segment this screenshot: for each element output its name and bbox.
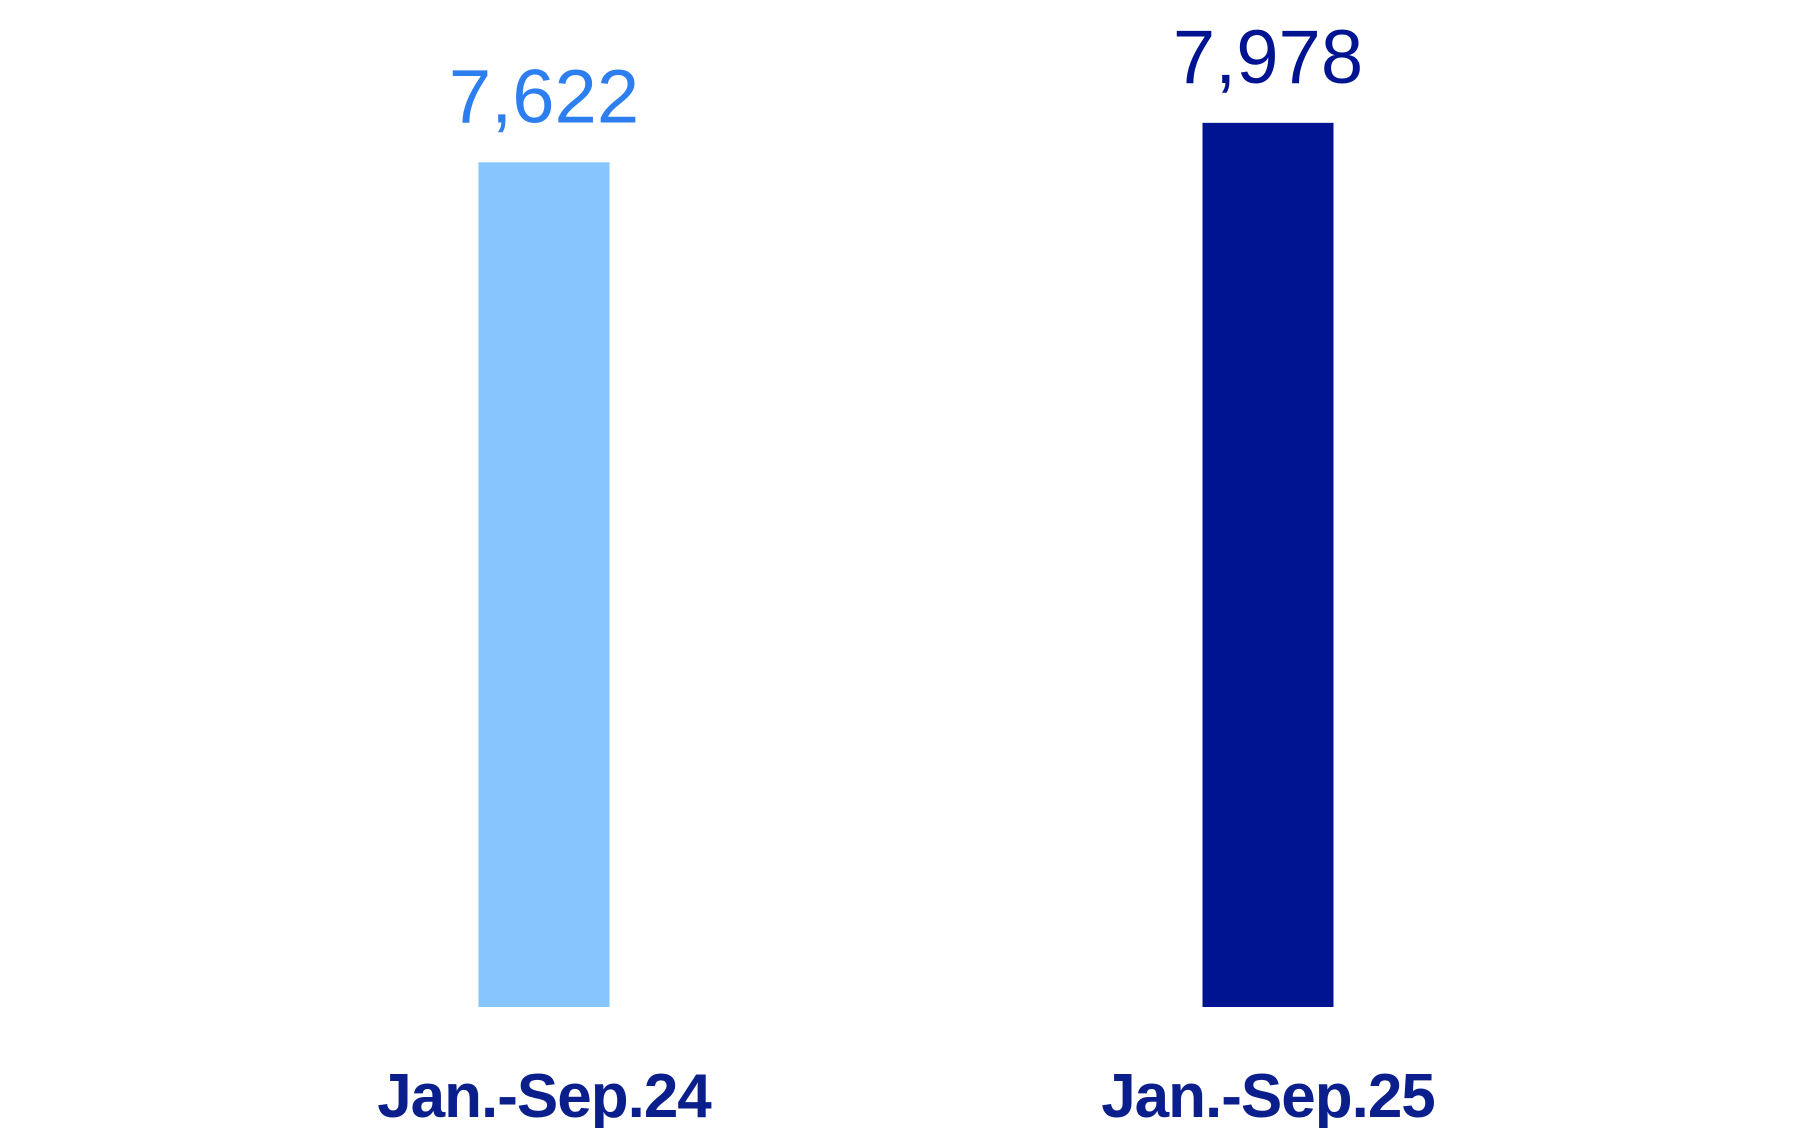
category-label-jan-sep-24: Jan.-Sep.24 — [377, 1062, 712, 1128]
value-labels-group: 7,622 7,978 — [449, 15, 1363, 139]
bar-jan-sep-24 — [478, 162, 610, 1008]
bars-group — [478, 122, 1334, 1008]
value-label-jan-sep-24: 7,622 — [449, 54, 639, 139]
category-labels-group: Jan.-Sep.24 Jan.-Sep.25 — [377, 1062, 1436, 1128]
value-label-jan-sep-25: 7,978 — [1173, 15, 1363, 100]
bar-jan-sep-25 — [1202, 122, 1334, 1008]
category-label-jan-sep-25: Jan.-Sep.25 — [1101, 1062, 1435, 1128]
